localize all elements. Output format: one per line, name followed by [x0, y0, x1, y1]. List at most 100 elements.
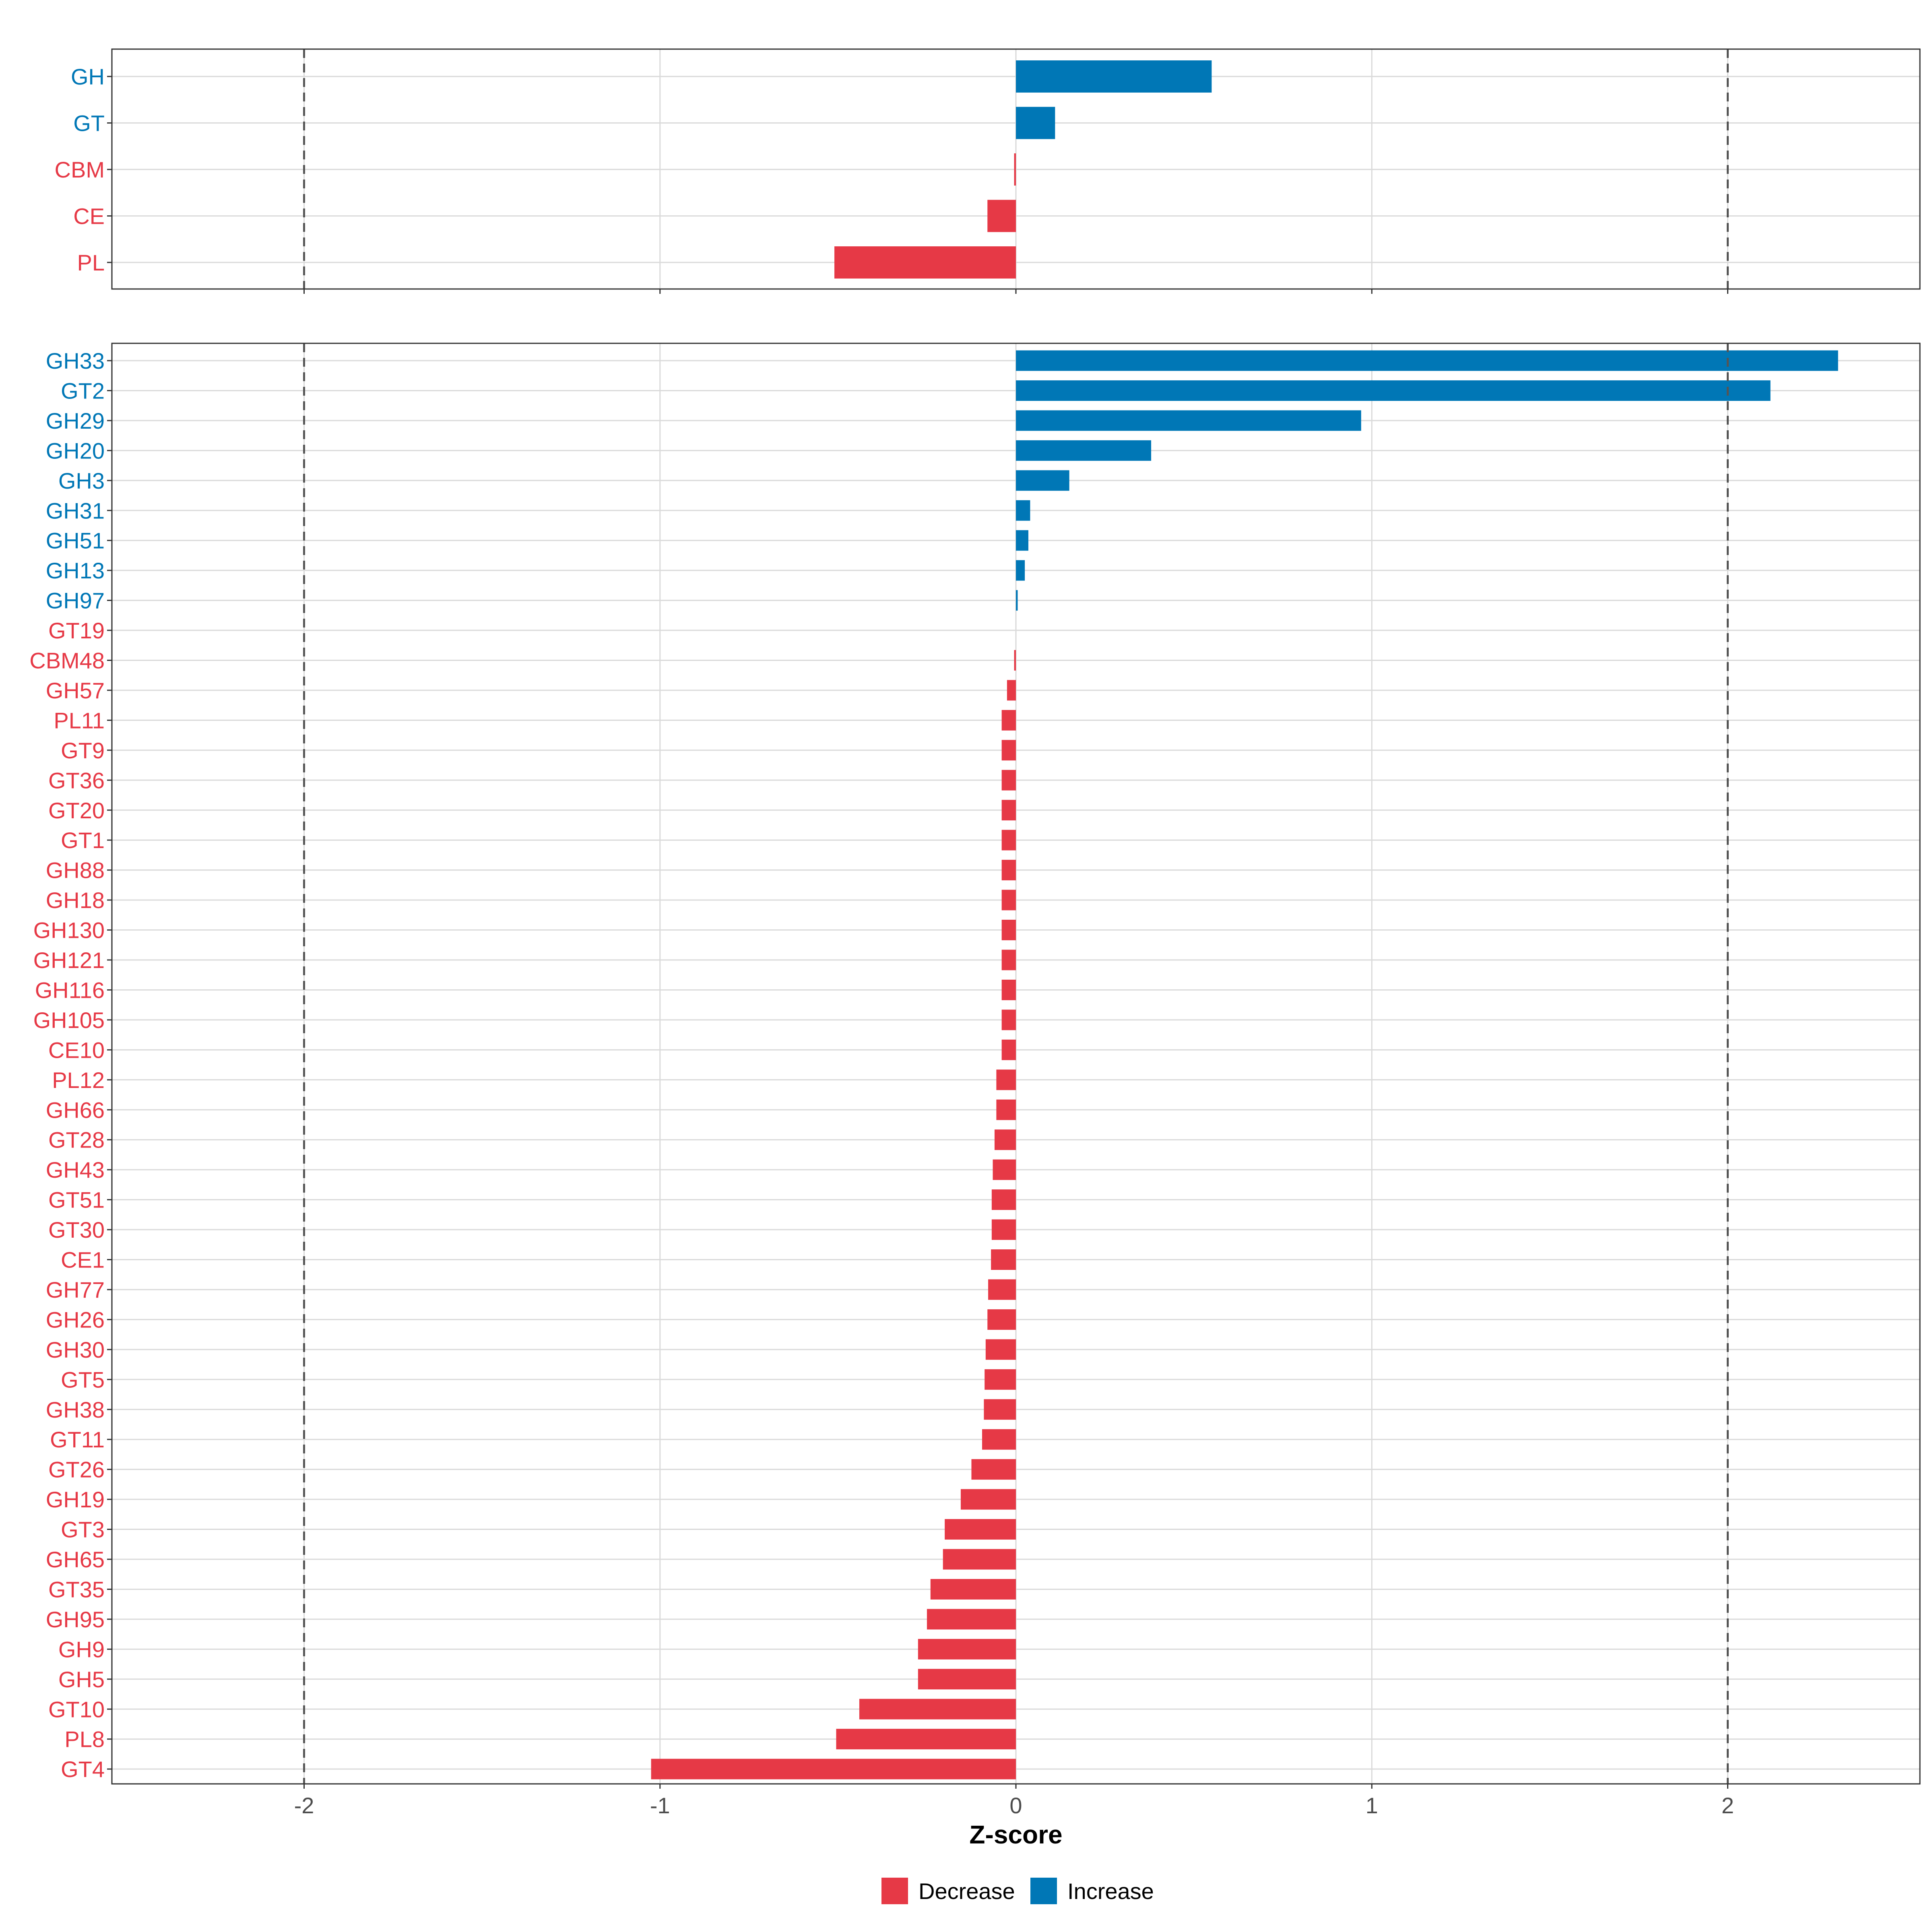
y-tick-label: GT2 [61, 378, 105, 403]
bar-gh121 [1001, 949, 1016, 970]
bar-gt51 [991, 1189, 1016, 1210]
x-tick-label: 2 [1721, 1793, 1734, 1818]
bar-gh88 [1001, 860, 1016, 881]
bar-gh116 [1001, 979, 1016, 1000]
bar-gh77 [988, 1279, 1016, 1300]
bar-gh97 [1016, 590, 1018, 611]
y-tick-label: CBM [55, 157, 105, 182]
bar-cbm48 [1014, 650, 1016, 671]
bar-gt35 [930, 1579, 1016, 1600]
bar-gt [1016, 107, 1055, 139]
panel-top: GH GT CBM CE PL [55, 48, 1921, 294]
x-tick-label: 1 [1366, 1793, 1378, 1818]
x-tick-label: -1 [650, 1793, 670, 1818]
y-tick-label: GT9 [61, 738, 105, 763]
bar-pl11 [1001, 710, 1016, 731]
bar-ce [987, 200, 1016, 232]
bar-gt36 [1001, 770, 1016, 791]
y-tick-label: GH3 [58, 468, 105, 493]
bar-gt26 [971, 1459, 1016, 1480]
y-tick-label: GH31 [46, 498, 105, 523]
y-tick-label: GT26 [48, 1457, 105, 1482]
y-tick-label: GH43 [46, 1157, 105, 1183]
y-tick-label: CE1 [61, 1247, 105, 1273]
bar-gh43 [993, 1159, 1016, 1180]
y-tick-label: GH105 [33, 1007, 105, 1033]
y-tick-label: GH33 [46, 348, 105, 374]
y-tick-label: GH88 [46, 858, 105, 883]
bar-gt10 [859, 1699, 1016, 1719]
y-tick-label: GT10 [48, 1697, 105, 1722]
legend: Decrease Increase [881, 1878, 1154, 1904]
y-tick-label: GH9 [58, 1637, 105, 1662]
bar-gt11 [982, 1429, 1016, 1450]
y-tick-label: PL [77, 250, 105, 275]
bar-gt3 [945, 1519, 1016, 1540]
bar-gh5 [918, 1669, 1016, 1690]
y-tick-label: GH51 [46, 528, 105, 553]
y-tick-label: GT [73, 111, 105, 136]
bar-gh26 [987, 1309, 1016, 1330]
y-tick-label: GH19 [46, 1487, 105, 1512]
y-tick-label: GH95 [46, 1607, 105, 1632]
y-tick-label: GH13 [46, 558, 105, 583]
y-tick-label: GT4 [61, 1757, 105, 1782]
y-tick-label: GT30 [48, 1217, 105, 1243]
y-tick-label: GH66 [46, 1097, 105, 1123]
legend-swatch-decrease [881, 1878, 908, 1904]
legend-label-decrease: Decrease [919, 1878, 1015, 1904]
y-tick-label: GT36 [48, 768, 105, 793]
y-tick-label: GH29 [46, 408, 105, 433]
y-tick-label: PL8 [64, 1727, 105, 1752]
y-tick-label: GH77 [46, 1277, 105, 1302]
bar-gh9 [918, 1639, 1016, 1660]
y-tick-label: GT1 [61, 828, 105, 853]
y-tick-label: GT28 [48, 1127, 105, 1153]
y-tick-label: GH57 [46, 678, 105, 703]
bar-pl [834, 246, 1016, 279]
y-tick-label: PL11 [54, 708, 105, 733]
y-tick-label: GT19 [48, 618, 105, 643]
y-tick-label: GH20 [46, 438, 105, 463]
bar-gt1 [1001, 830, 1016, 850]
y-tick-label: GH18 [46, 888, 105, 913]
y-tick-label: CBM48 [29, 648, 105, 673]
bar-gt5 [985, 1369, 1016, 1390]
y-tick-label: GH65 [46, 1547, 105, 1572]
bar-gh29 [1016, 410, 1361, 431]
y-tick-label: GT51 [48, 1187, 105, 1213]
bar-gh3 [1016, 470, 1069, 491]
bar-gh57 [1007, 680, 1016, 701]
y-tick-label: GT5 [61, 1367, 105, 1392]
bar-gh18 [1001, 890, 1016, 910]
y-tick-label: GH116 [35, 977, 105, 1003]
bar-gh38 [984, 1399, 1016, 1420]
bar-gh105 [1001, 1009, 1016, 1030]
bar-gh19 [960, 1489, 1016, 1510]
bar-gh95 [927, 1609, 1016, 1630]
bar-gh20 [1016, 440, 1152, 461]
y-tick-label: CE [73, 204, 105, 229]
y-tick-label: GH30 [46, 1337, 105, 1362]
bar-gt2 [1016, 380, 1771, 401]
y-tick-label: GH38 [46, 1397, 105, 1422]
panel-bottom: GH33 GT2 GH29 GH20 GH3 GH31 GH51 GH13 GH97 GT19 CB… [29, 343, 1921, 1789]
y-tick-label: PL12 [52, 1067, 105, 1093]
bar-gh130 [1001, 920, 1016, 941]
legend-swatch-increase [1030, 1878, 1057, 1904]
bar-gh13 [1016, 560, 1025, 581]
y-tick-label: GT11 [50, 1427, 105, 1452]
bar-pl12 [996, 1069, 1016, 1090]
bar-gh30 [985, 1339, 1016, 1360]
y-tick-label: GH121 [33, 947, 105, 973]
y-tick-label: GH97 [46, 588, 105, 613]
bar-ce1 [991, 1249, 1016, 1270]
bar-gt20 [1001, 800, 1016, 821]
bar-cbm [1014, 153, 1016, 186]
bar-pl8 [836, 1729, 1016, 1750]
y-tick-label: GT3 [61, 1517, 105, 1542]
bar-gt9 [1001, 740, 1016, 761]
x-axis-title: Z-score [969, 1820, 1062, 1849]
x-tick-label: 0 [1009, 1793, 1022, 1818]
